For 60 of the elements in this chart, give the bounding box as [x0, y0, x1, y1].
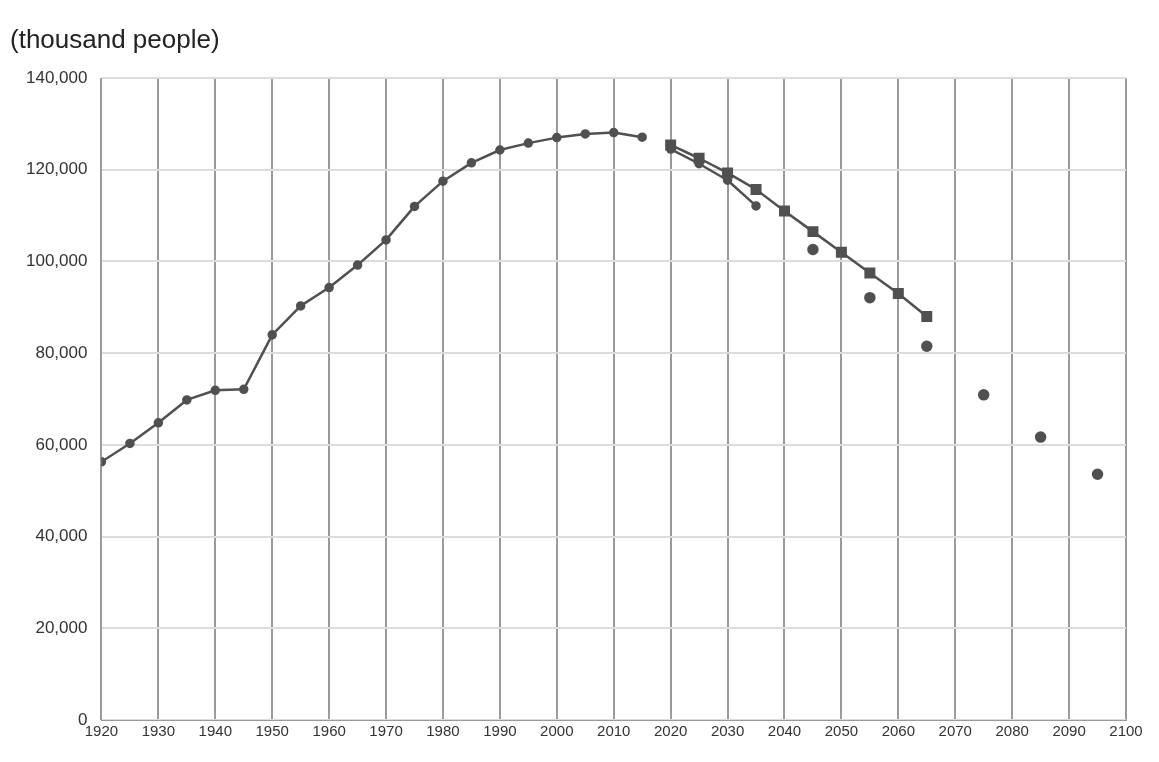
point [778, 205, 790, 217]
point [523, 138, 534, 148]
point [153, 418, 164, 428]
y-axis-title: (thousand people) [10, 24, 220, 55]
point [409, 201, 420, 212]
x-tick-label: 1970 [369, 722, 403, 740]
x-tick-label: 2070 [938, 722, 972, 740]
y-tick-label: 100,000 [26, 251, 88, 271]
point [807, 226, 819, 238]
point [552, 132, 562, 143]
point [921, 340, 933, 353]
point [466, 158, 477, 168]
y-tick-label: 20,000 [35, 617, 88, 637]
x-tick-label: 2030 [710, 722, 745, 740]
point [295, 301, 306, 311]
point [637, 132, 647, 142]
point [1091, 468, 1104, 480]
point [921, 310, 933, 322]
y-tick-label: 80,000 [35, 342, 88, 362]
point [182, 395, 192, 405]
point [608, 127, 619, 138]
x-tick-label: 2090 [1052, 722, 1086, 740]
x-tick-label: 1990 [483, 722, 517, 740]
point [324, 282, 334, 293]
point [1034, 431, 1047, 443]
point [438, 176, 448, 186]
x-tick-label: 2000 [540, 722, 574, 740]
point [239, 384, 249, 395]
point [210, 385, 221, 396]
x-tick-label: 2060 [881, 722, 916, 740]
point [892, 288, 904, 300]
point [751, 201, 761, 211]
point [807, 243, 819, 256]
point [750, 183, 762, 195]
point [352, 260, 363, 270]
point [495, 145, 505, 155]
x-tick-label: 2080 [995, 722, 1029, 740]
point [722, 167, 734, 179]
x-tick-label: 1960 [312, 722, 346, 740]
point [125, 438, 135, 449]
x-tick-label: 2020 [653, 722, 688, 740]
x-tick-label: 1940 [198, 722, 232, 740]
x-tick-label: 2010 [597, 722, 631, 740]
y-tick-label: 40,000 [35, 526, 88, 546]
y-tick-label: 120,000 [26, 159, 88, 179]
point [864, 291, 876, 304]
x-tick-label: 2100 [1109, 722, 1143, 740]
y-tick-label: 60,000 [35, 434, 88, 454]
x-tick-label: 1950 [255, 722, 289, 740]
point [864, 267, 876, 279]
x-tick-label: 1930 [141, 722, 176, 740]
point [267, 330, 277, 340]
x-tick-label: 2040 [767, 722, 802, 740]
point [381, 235, 391, 245]
point [580, 129, 591, 139]
y-tick-label: 140,000 [26, 67, 88, 87]
x-tick-label: 2050 [824, 722, 859, 740]
x-tick-label: 1980 [426, 722, 460, 740]
point [835, 246, 847, 258]
point [977, 389, 990, 401]
